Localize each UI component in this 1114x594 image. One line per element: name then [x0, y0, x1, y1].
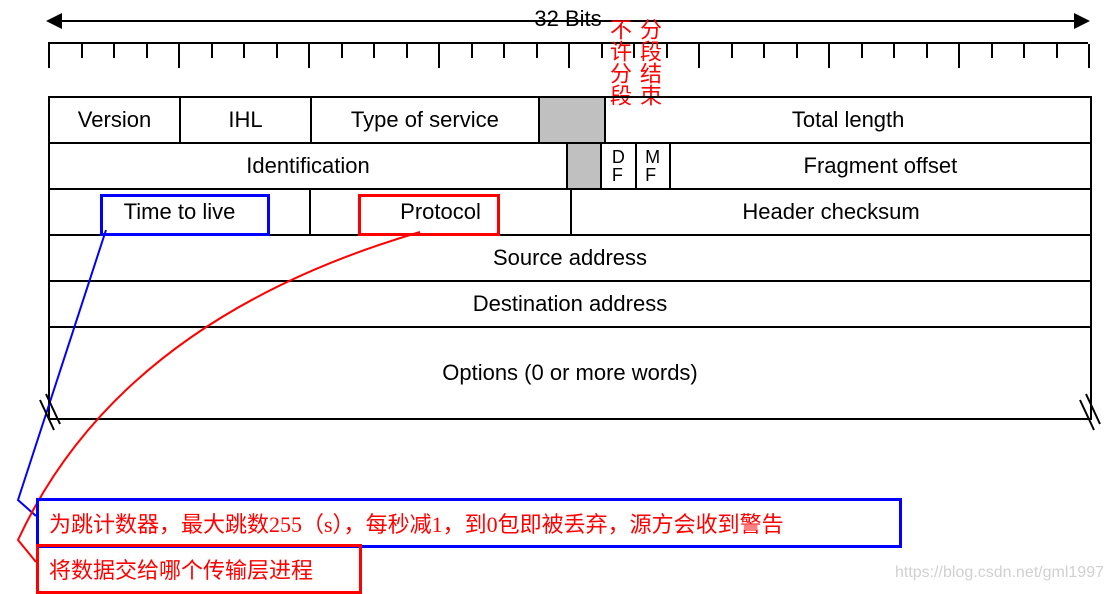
ruler-tick: [861, 44, 863, 58]
ruler-tick: [763, 44, 765, 58]
ruler-ticks: [48, 42, 1088, 72]
cell-mf: M F: [637, 144, 671, 190]
cell-fragment-offset: Fragment offset: [671, 144, 1090, 190]
ruler-tick: [503, 44, 505, 58]
cell-ihl: IHL: [181, 98, 312, 144]
protocol-callout-box: [358, 194, 500, 236]
ruler-tick: [568, 44, 570, 68]
ruler-tick: [666, 44, 668, 58]
cell-flags-pad: [568, 144, 602, 190]
ruler-tick: [893, 44, 895, 58]
cell-options: Options (0 or more words): [50, 328, 1090, 418]
annot-mf-label: 分段结束: [634, 18, 664, 106]
ruler-tick: [1088, 44, 1090, 68]
row-5: Destination address: [50, 282, 1090, 328]
header-table: Version IHL Type of service Total length…: [48, 96, 1092, 420]
ruler-tick: [601, 44, 603, 58]
ruler-label: 32 Bits: [48, 6, 1088, 32]
cell-source-address: Source address: [50, 236, 1090, 282]
bit-ruler: 32 Bits: [48, 6, 1088, 66]
cell-dest-address: Destination address: [50, 282, 1090, 328]
note-ttl: 为跳计数器，最大跳数255（s），每秒减1，到0包即被丢弃，源方会收到警告: [36, 498, 902, 548]
cell-tos: Type of service: [312, 98, 540, 144]
cell-df: D F: [602, 144, 636, 190]
ruler-tick: [926, 44, 928, 58]
ruler-tick: [1023, 44, 1025, 58]
cell-checksum: Header checksum: [572, 190, 1090, 236]
ruler-tick: [341, 44, 343, 58]
row-2: Identification D F M F Fragment offset: [50, 144, 1090, 190]
cell-version: Version: [50, 98, 181, 144]
ruler-tick: [828, 44, 830, 68]
ruler-tick: [211, 44, 213, 58]
ruler-tick: [48, 44, 50, 68]
ruler-tick: [471, 44, 473, 58]
ruler-tick: [146, 44, 148, 58]
ruler-tick: [81, 44, 83, 58]
cell-identification: Identification: [50, 144, 568, 190]
ruler-tick: [276, 44, 278, 58]
ruler-tick: [406, 44, 408, 58]
ruler-tick: [113, 44, 115, 58]
cell-total-length: Total length: [606, 98, 1090, 144]
row-1: Version IHL Type of service Total length: [50, 98, 1090, 144]
row-4: Source address: [50, 236, 1090, 282]
ruler-tick: [698, 44, 700, 68]
ruler-tick: [373, 44, 375, 58]
row-6: Options (0 or more words): [50, 328, 1090, 418]
ruler-tick: [796, 44, 798, 58]
ruler-tick: [731, 44, 733, 58]
ruler-tick: [178, 44, 180, 68]
ip-header-diagram: 32 Bits 不许分段 分段结束 Version IHL Type of se…: [0, 0, 1114, 590]
note-protocol: 将数据交给哪个传输层进程: [36, 544, 362, 594]
cell-tos-pad: [540, 98, 607, 144]
ruler-tick: [991, 44, 993, 58]
watermark: https://blog.csdn.net/gml1997: [895, 564, 1104, 582]
ruler-tick: [308, 44, 310, 68]
ruler-tick: [958, 44, 960, 68]
ruler-tick: [1056, 44, 1058, 58]
ruler-tick: [243, 44, 245, 58]
annot-df-label: 不许分段: [604, 18, 634, 106]
ttl-callout-box: [100, 194, 270, 236]
ruler-tick: [536, 44, 538, 58]
ruler-tick: [438, 44, 440, 68]
